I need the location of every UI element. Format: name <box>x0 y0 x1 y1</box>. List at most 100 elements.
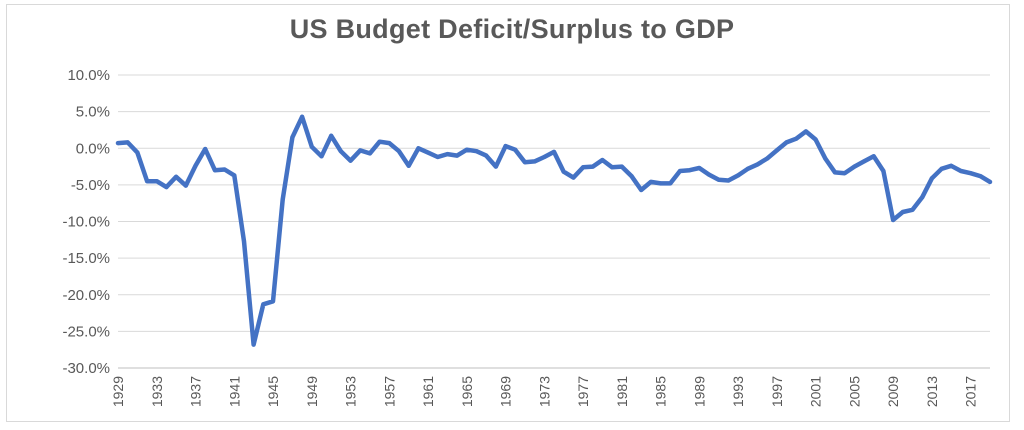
data-point <box>862 159 867 164</box>
data-point <box>726 178 731 183</box>
data-point <box>687 168 692 173</box>
x-tick-label: 2005 <box>846 376 862 407</box>
data-point <box>348 158 353 163</box>
x-tick-label: 1973 <box>536 376 552 407</box>
data-point <box>774 148 779 153</box>
data-point <box>590 164 595 169</box>
x-tick-label: 2013 <box>924 376 940 407</box>
data-point <box>697 166 702 171</box>
y-tick-label: -25.0% <box>62 323 110 340</box>
data-point <box>396 149 401 154</box>
data-point <box>435 155 440 160</box>
data-point <box>842 171 847 176</box>
x-tick-label: 2001 <box>808 376 824 407</box>
y-axis-tick-labels: 10.0% 5.0% 0.0% -5.0% -10.0% -15.0% -20.0% -25.… <box>62 67 110 377</box>
data-point <box>532 159 537 164</box>
data-point <box>493 164 498 169</box>
data-point <box>300 114 305 119</box>
x-tick-label: 1997 <box>769 376 785 407</box>
x-tick-label: 1969 <box>498 376 514 407</box>
x-tick-label: 1941 <box>226 376 242 407</box>
data-point <box>542 155 547 160</box>
data-point <box>561 169 566 174</box>
data-point <box>755 162 760 167</box>
data-point <box>639 188 644 193</box>
data-point <box>416 146 421 151</box>
data-point <box>745 166 750 171</box>
y-tick-label: -10.0% <box>62 214 110 231</box>
y-tick-label: 0.0% <box>76 140 110 157</box>
data-point <box>765 156 770 161</box>
series-layer <box>115 114 993 347</box>
chart-frame <box>6 4 1010 422</box>
data-point <box>881 168 886 173</box>
data-point <box>552 149 556 154</box>
data-point <box>135 150 140 155</box>
data-point <box>513 147 518 152</box>
data-point <box>803 129 808 134</box>
data-point <box>988 179 992 184</box>
data-point <box>280 197 285 202</box>
x-tick-label: 2017 <box>963 376 979 407</box>
data-point <box>939 166 944 171</box>
data-point <box>522 160 527 165</box>
data-point <box>784 140 789 145</box>
data-point <box>852 164 857 169</box>
data-point <box>958 168 963 173</box>
data-point <box>581 165 586 170</box>
data-point <box>832 170 837 175</box>
data-point <box>329 133 334 138</box>
data-point <box>426 150 431 155</box>
data-point <box>871 154 876 159</box>
data-point <box>619 164 624 169</box>
data-point <box>271 299 276 304</box>
data-point <box>648 179 653 184</box>
data-point <box>338 149 343 154</box>
data-point <box>232 173 237 178</box>
data-point <box>910 207 915 212</box>
data-point <box>968 171 973 176</box>
y-tick-label: -20.0% <box>62 287 110 304</box>
x-tick-label: 1949 <box>304 376 320 407</box>
data-point <box>677 168 682 173</box>
data-point <box>823 156 828 161</box>
data-point <box>571 175 576 180</box>
data-point <box>387 141 392 146</box>
y-tick-label: -5.0% <box>71 177 110 194</box>
data-point <box>290 135 295 140</box>
data-point <box>929 176 934 181</box>
data-point <box>251 342 256 347</box>
data-point <box>241 239 246 244</box>
x-tick-label: 1929 <box>110 376 126 407</box>
x-tick-label: 1957 <box>381 376 397 407</box>
data-point <box>455 153 460 158</box>
data-point <box>358 148 363 153</box>
x-tick-label: 1965 <box>459 376 475 407</box>
data-point <box>503 144 508 149</box>
x-tick-label: 1989 <box>691 376 707 407</box>
data-point <box>813 137 818 142</box>
data-point <box>716 177 721 182</box>
x-tick-label: 1985 <box>653 376 669 407</box>
data-point <box>377 139 382 144</box>
data-point <box>309 144 314 149</box>
x-tick-label: 1981 <box>614 376 630 407</box>
data-point <box>464 147 469 152</box>
y-tick-label: -30.0% <box>62 360 110 377</box>
data-point <box>794 136 799 141</box>
data-point <box>736 173 741 178</box>
data-point <box>668 181 673 186</box>
x-tick-label: 1937 <box>188 376 204 407</box>
data-point <box>406 163 411 168</box>
data-point <box>125 140 130 145</box>
x-tick-label: 1961 <box>420 376 436 407</box>
data-point <box>949 163 954 168</box>
data-point <box>212 168 217 173</box>
x-tick-label: 1953 <box>343 376 359 407</box>
x-tick-label: 1933 <box>149 376 165 407</box>
x-tick-label: 1945 <box>265 376 281 407</box>
data-point <box>222 167 227 172</box>
data-point <box>164 185 169 190</box>
data-point <box>629 174 634 179</box>
data-point <box>154 179 159 184</box>
